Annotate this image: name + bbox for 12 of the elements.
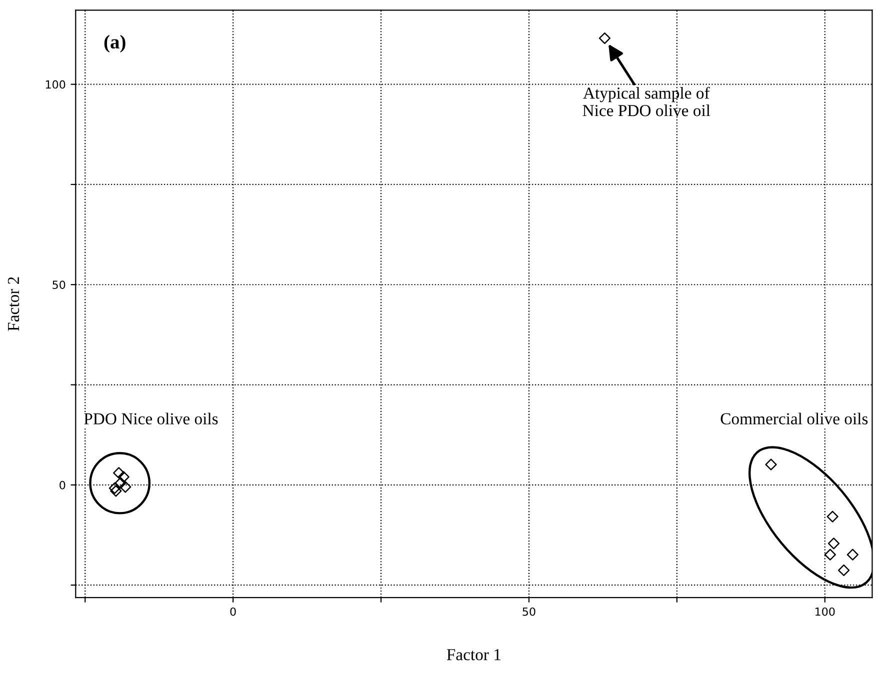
annotation: Commercial olive oils [720,412,868,424]
x-axis-title: Factor 1 [446,649,500,660]
y-tick-label: 50 [52,280,66,289]
x-tick-label: 50 [522,607,536,616]
y-axis-title: Factor 2 [8,277,20,331]
y-tick-label: 100 [46,80,66,89]
x-tick-label: 100 [815,607,835,616]
annotation: Atypical sample of Nice PDO olive oil [582,86,710,116]
annotation: (a) [104,34,126,53]
y-tick-label: 0 [60,480,66,490]
annotation: PDO Nice olive oils [84,412,218,424]
x-tick-label: 0 [230,607,236,616]
